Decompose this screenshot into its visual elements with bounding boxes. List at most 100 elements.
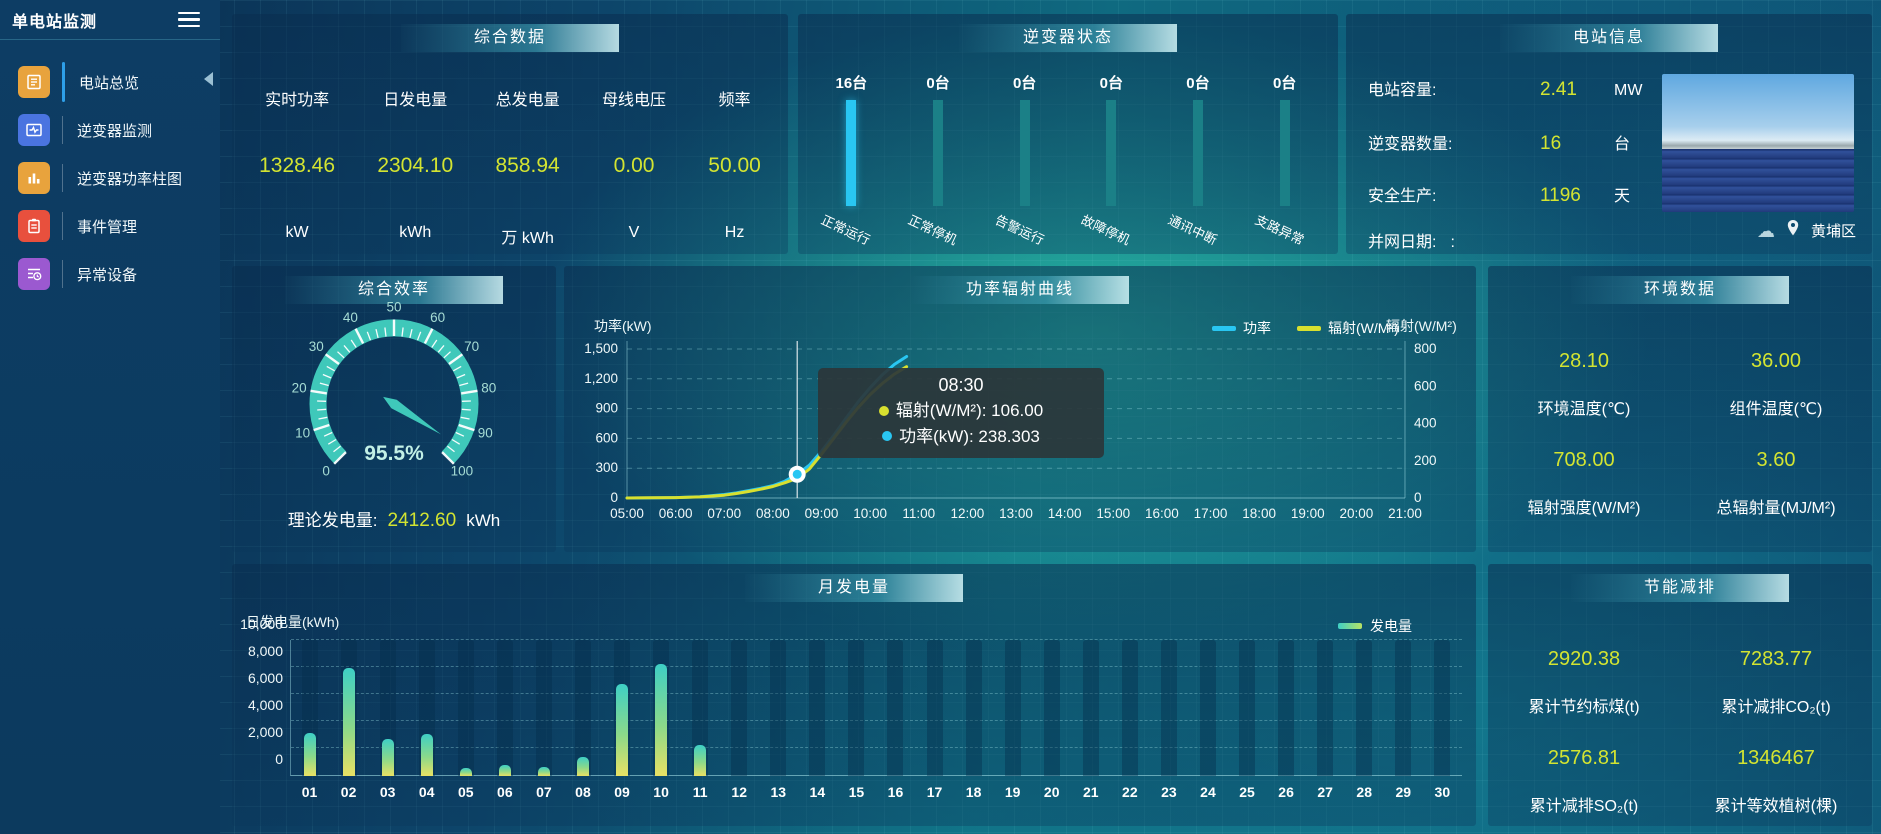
inverter-status-label: 正常运行 xyxy=(819,212,873,248)
generation-bar[interactable] xyxy=(342,668,355,776)
bar-column[interactable]: 02 xyxy=(329,640,368,800)
inverter-status-item: 0台 故障停机 xyxy=(1069,62,1153,248)
inverter-status-bar[interactable] xyxy=(1106,100,1117,206)
bar-chart-plot[interactable]: 01 02 03 04 05 06 07 08 09 10 11 12 13 14 15 16 17 18 19 20… xyxy=(290,640,1462,800)
efficiency-gauge[interactable]: 0 10 20 30 40 50 60 70 80 90 100 xyxy=(274,300,514,510)
bar-column[interactable]: 23 xyxy=(1149,640,1188,800)
sidebar-item-station-overview[interactable]: 电站总览 xyxy=(0,58,220,106)
bar-column[interactable]: 13 xyxy=(759,640,798,800)
svg-text:20:00: 20:00 xyxy=(1340,506,1374,521)
chart-tooltip: 08:30 辐射(W/M²): 106.00 功率(kW): 238.303 xyxy=(818,368,1104,458)
sidebar-item-divider xyxy=(62,260,63,288)
bar-background-stripe xyxy=(1199,640,1216,776)
x-axis-tick: 30 xyxy=(1434,784,1451,800)
power-radiation-chart[interactable]: 0 300 600 900 1,200 1,500 0 200 400 600 800 05:00 06… xyxy=(564,266,1476,552)
bar-column[interactable]: 09 xyxy=(603,640,642,800)
bar-column[interactable]: 24 xyxy=(1188,640,1227,800)
inverter-status-bar[interactable] xyxy=(932,100,943,206)
svg-text:1,500: 1,500 xyxy=(584,341,618,356)
bar-column[interactable]: 03 xyxy=(368,640,407,800)
grid-connection-date-row: 并网日期: : xyxy=(1368,228,1455,252)
legend-generation[interactable]: 发电量 xyxy=(1338,616,1412,636)
sidebar-item-inverter-monitor[interactable]: 逆变器监测 xyxy=(0,106,220,154)
location-pin-icon[interactable] xyxy=(1787,220,1799,241)
panel-efficiency: 综合效率 0 10 20 30 40 50 60 70 80 90 100 95.5% 理论发电量:… xyxy=(232,266,556,552)
bar-column[interactable]: 17 xyxy=(915,640,954,800)
bar-column[interactable]: 05 xyxy=(446,640,485,800)
legend-power[interactable]: 功率 xyxy=(1212,318,1271,338)
bar-column[interactable]: 21 xyxy=(1071,640,1110,800)
bar-column[interactable]: 10 xyxy=(642,640,681,800)
bar-background-stripe xyxy=(457,640,474,776)
inverter-status-bar[interactable] xyxy=(1192,100,1203,206)
generation-bar[interactable] xyxy=(498,765,511,776)
generation-bar[interactable] xyxy=(303,733,316,776)
legend-radiation[interactable]: 辐射(W/M²) xyxy=(1297,318,1399,338)
inverter-status-bar[interactable] xyxy=(1279,100,1290,206)
svg-text:09:00: 09:00 xyxy=(805,506,839,521)
generation-bar[interactable] xyxy=(459,768,472,776)
bar-background-stripe xyxy=(1082,640,1099,776)
x-axis-tick: 05 xyxy=(457,784,474,800)
inverter-status-item: 0台 正常停机 xyxy=(896,62,980,248)
sidebar-item-label: 电站总览 xyxy=(79,74,140,92)
bar-column[interactable]: 22 xyxy=(1110,640,1149,800)
bar-column[interactable]: 14 xyxy=(798,640,837,800)
bar-column[interactable]: 25 xyxy=(1228,640,1267,800)
svg-text:200: 200 xyxy=(1414,453,1437,468)
bar-column[interactable]: 18 xyxy=(954,640,993,800)
x-axis-tick: 28 xyxy=(1356,784,1373,800)
metrics-row: 实时功率 1328.46 kW 日发电量 2304.10 kWh 总发电量 85… xyxy=(232,86,788,248)
saving-label: 累计减排SO₂(t) xyxy=(1529,798,1639,815)
bar-column[interactable]: 06 xyxy=(485,640,524,800)
bar-column[interactable]: 20 xyxy=(1032,640,1071,800)
sidebar-collapse-arrow-icon[interactable] xyxy=(204,72,213,86)
bar-background-stripe xyxy=(1043,640,1060,776)
inverter-count: 0台 xyxy=(1012,75,1037,92)
generation-bar[interactable] xyxy=(694,745,707,776)
metric-value: 2304.10 xyxy=(377,154,454,177)
generation-bar[interactable] xyxy=(576,756,589,776)
y-axis-tick: 0 xyxy=(275,751,283,767)
bar-column[interactable]: 04 xyxy=(407,640,446,800)
bar-column[interactable]: 07 xyxy=(524,640,563,800)
legend-generation-label: 发电量 xyxy=(1370,618,1412,634)
bar-background-stripe xyxy=(926,640,943,776)
tooltip-radiation-row: 辐射(W/M²): 106.00 xyxy=(834,398,1088,424)
env-module-temp: 36.00 组件温度(℃) xyxy=(1680,350,1872,419)
bar-column[interactable]: 15 xyxy=(837,640,876,800)
bar-column[interactable]: 26 xyxy=(1267,640,1306,800)
generation-bar[interactable] xyxy=(381,739,394,776)
hamburger-menu-icon[interactable] xyxy=(178,11,200,28)
inverter-status-item: 0台 支路异常 xyxy=(1243,62,1327,248)
sidebar-item-abnormal-device[interactable]: 异常设备 xyxy=(0,250,220,298)
sidebar-item-event-management[interactable]: 事件管理 xyxy=(0,202,220,250)
generation-bar[interactable] xyxy=(616,683,629,776)
generation-bar[interactable] xyxy=(420,734,433,776)
inverter-count: 0台 xyxy=(1186,75,1210,92)
svg-text:10: 10 xyxy=(295,425,310,440)
bar-column[interactable]: 30 xyxy=(1423,640,1462,800)
safe-production-row: 安全生产: 1196 天 xyxy=(1368,182,1630,207)
sidebar-item-inverter-power-bars[interactable]: 逆变器功率柱图 xyxy=(0,154,220,202)
svg-text:13:00: 13:00 xyxy=(999,506,1033,521)
bar-column[interactable]: 19 xyxy=(993,640,1032,800)
generation-bar[interactable] xyxy=(537,766,550,776)
generation-bar[interactable] xyxy=(655,663,668,776)
bar-column[interactable]: 01 xyxy=(290,640,329,800)
inverter-status-bar[interactable] xyxy=(1019,100,1030,206)
bar-column[interactable]: 28 xyxy=(1345,640,1384,800)
bar-column[interactable]: 11 xyxy=(681,640,720,800)
inverter-status-bar[interactable] xyxy=(846,100,857,206)
panel-energy-saving: 节能减排 2920.38 累计节约标煤(t) 7283.77 累计减排CO₂(t… xyxy=(1488,564,1872,826)
bar-column[interactable]: 12 xyxy=(720,640,759,800)
bar-column[interactable]: 29 xyxy=(1384,640,1423,800)
bar-column[interactable]: 27 xyxy=(1306,640,1345,800)
metric-frequency: 频率 50.00 Hz xyxy=(708,86,761,248)
bar-background-stripe xyxy=(692,640,709,776)
bar-background-stripe xyxy=(1434,640,1451,776)
bar-background-stripe xyxy=(887,640,904,776)
sidebar-item-label: 逆变器功率柱图 xyxy=(77,170,183,188)
bar-column[interactable]: 08 xyxy=(563,640,602,800)
bar-column[interactable]: 16 xyxy=(876,640,915,800)
